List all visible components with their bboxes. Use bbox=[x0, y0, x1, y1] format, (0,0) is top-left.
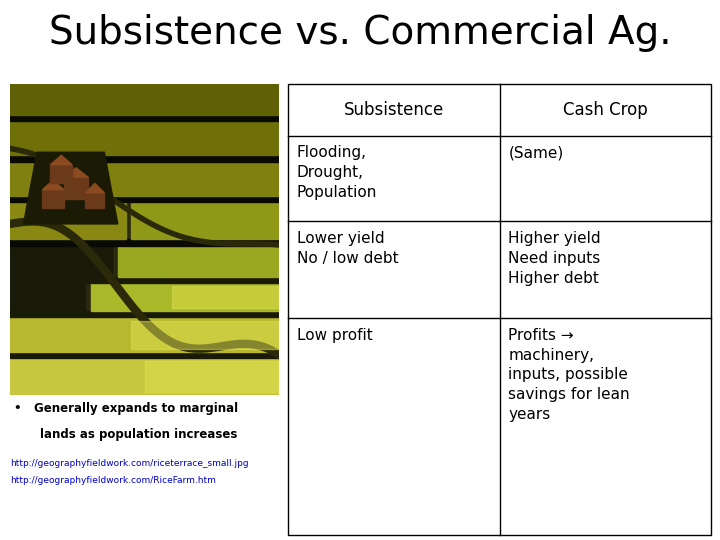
Polygon shape bbox=[10, 240, 279, 246]
Polygon shape bbox=[10, 121, 279, 156]
Polygon shape bbox=[64, 168, 88, 177]
Bar bbox=[288, 84, 711, 535]
Polygon shape bbox=[131, 202, 279, 240]
Polygon shape bbox=[86, 193, 104, 208]
Text: (Same): (Same) bbox=[508, 145, 564, 160]
Polygon shape bbox=[145, 361, 279, 392]
Text: Flooding,
Drought,
Population: Flooding, Drought, Population bbox=[297, 145, 377, 200]
Polygon shape bbox=[50, 165, 72, 184]
Polygon shape bbox=[10, 277, 279, 283]
Polygon shape bbox=[64, 177, 88, 199]
Polygon shape bbox=[171, 286, 279, 308]
Polygon shape bbox=[10, 156, 279, 161]
Text: http://geographyfieldwork.com/riceterrace_small.jpg: http://geographyfieldwork.com/riceterrac… bbox=[10, 459, 248, 468]
Text: Profits →
machinery,
inputs, possible
savings for lean
years: Profits → machinery, inputs, possible sa… bbox=[508, 328, 630, 422]
Text: Subsistence vs. Commercial Ag.: Subsistence vs. Commercial Ag. bbox=[49, 14, 671, 51]
Text: Higher yield
Need inputs
Higher debt: Higher yield Need inputs Higher debt bbox=[508, 231, 601, 286]
Text: Cash Crop: Cash Crop bbox=[563, 100, 648, 119]
Polygon shape bbox=[10, 318, 279, 352]
Polygon shape bbox=[50, 156, 72, 165]
Text: Low profit: Low profit bbox=[297, 328, 372, 343]
Polygon shape bbox=[131, 321, 279, 348]
Polygon shape bbox=[10, 202, 126, 240]
Polygon shape bbox=[10, 115, 279, 121]
Polygon shape bbox=[10, 196, 279, 202]
Polygon shape bbox=[10, 84, 279, 115]
Bar bbox=[288, 84, 711, 535]
Polygon shape bbox=[10, 352, 279, 358]
Text: Lower yield
No / low debt: Lower yield No / low debt bbox=[297, 231, 398, 266]
Polygon shape bbox=[10, 161, 279, 196]
Polygon shape bbox=[86, 184, 104, 193]
Text: http://geographyfieldwork.com/RiceFarm.htm: http://geographyfieldwork.com/RiceFarm.h… bbox=[10, 476, 216, 485]
Polygon shape bbox=[10, 283, 86, 311]
Polygon shape bbox=[10, 311, 279, 318]
Text: Subsistence: Subsistence bbox=[343, 100, 444, 119]
Polygon shape bbox=[10, 358, 279, 395]
Polygon shape bbox=[42, 190, 64, 208]
Polygon shape bbox=[118, 246, 279, 277]
Polygon shape bbox=[24, 152, 118, 224]
Polygon shape bbox=[10, 84, 279, 395]
Polygon shape bbox=[42, 180, 64, 190]
Text: •   Generally expands to marginal: • Generally expands to marginal bbox=[14, 402, 238, 415]
Polygon shape bbox=[91, 283, 279, 311]
Polygon shape bbox=[10, 246, 112, 277]
Text: lands as population increases: lands as population increases bbox=[40, 428, 237, 441]
